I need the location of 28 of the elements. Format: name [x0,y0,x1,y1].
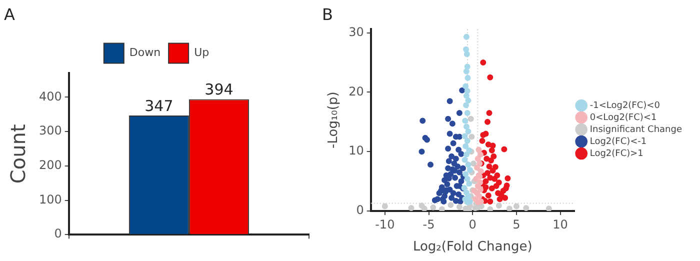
x-tick-label: 0 [468,217,476,232]
x-tick-label: -5 [422,217,435,232]
y-tick-label: 100 [39,192,62,206]
x-axis-title: Log₂(Fold Change) [412,240,532,255]
legend-label: Down [129,46,161,60]
y-tick-label: 300 [39,124,62,138]
y-tick-label: 30 [348,24,364,39]
x-tick-label: -10 [375,217,395,232]
chart-title: B [322,4,333,24]
y-axis-title: -Log₁₀(p) [326,92,342,148]
legend-label: -1<Log2(FC)<0 [590,100,660,111]
x-tick-label: 10 [552,217,568,232]
legend-label: Log2(FC)<-1 [590,136,647,147]
legend-label: 0<Log2(FC)<1 [590,112,657,123]
data-label: 394 [204,80,234,99]
y-tick-label: 20 [348,84,364,98]
y-tick-label: 200 [39,158,62,172]
legend-label: Insignificant Change [590,124,682,135]
legend-label: Up [194,46,210,60]
legend-label: Log2(FC)>1 [590,148,644,159]
chart-title: A [4,4,15,24]
y-tick-label: 0 [54,226,62,241]
y-tick-label: 10 [348,144,364,158]
y-tick-label: 400 [39,89,62,104]
x-tick-label: 5 [512,217,520,232]
y-tick-label: 0 [356,203,364,218]
y-axis-title: Count [6,124,30,184]
data-label: 347 [144,96,174,115]
